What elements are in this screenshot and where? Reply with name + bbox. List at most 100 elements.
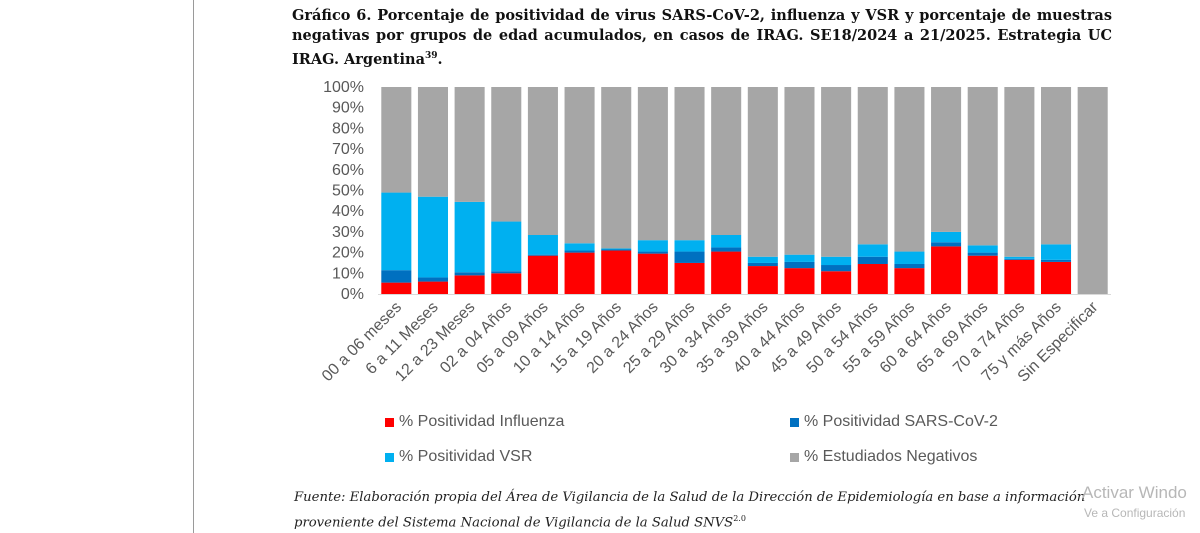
bar-segment-negativos [857, 87, 888, 245]
chart-title-text: Gráfico 6. Porcentaje de positividad de … [292, 7, 1112, 68]
legend-label-influenza: % Positividad Influenza [399, 413, 565, 430]
y-tick-label: 60% [332, 162, 364, 179]
bar-segment-negativos [674, 87, 705, 241]
bar-segment-sars [454, 272, 485, 276]
bar-segment-influenza [527, 255, 558, 294]
bar-segment-influenza [857, 263, 888, 294]
y-tick-label: 80% [332, 120, 364, 137]
bar-segment-vsr [1041, 244, 1072, 260]
bar-segment-vsr [417, 196, 448, 278]
bar-segment-influenza [417, 281, 448, 294]
bar-segment-influenza [784, 268, 815, 295]
legend-item-vsr: % Positividad VSR [385, 448, 532, 466]
bar-segment-vsr [711, 235, 742, 248]
bar-segment-sars [1004, 258, 1035, 260]
bar-segment-sars [417, 277, 448, 282]
bar-segment-negativos [527, 87, 558, 235]
bar-segment-vsr [1004, 256, 1035, 259]
bar-segment-vsr [527, 235, 558, 255]
bar-segment-vsr [967, 245, 998, 253]
bar-segment-vsr [491, 221, 522, 272]
bar-segment-negativos [1004, 87, 1035, 257]
bar-segment-negativos [601, 87, 632, 249]
bar-segment-sars [967, 252, 998, 256]
bar-segment-sars [931, 242, 962, 247]
y-tick-label: 0% [341, 286, 364, 303]
bar-segment-negativos [967, 87, 998, 246]
bar-segment-influenza [601, 250, 632, 294]
title-footnote-mark: 39 [425, 51, 438, 61]
bar-segment-negativos [417, 87, 448, 197]
bar-segment-negativos [711, 87, 742, 235]
source-line-2: proveniente del Sistema Nacional de Vigi… [294, 508, 1114, 533]
bar-segment-influenza [381, 282, 412, 294]
bar-segment-negativos [381, 87, 412, 193]
bar-segment-influenza [821, 271, 852, 294]
bar-segment-sars [894, 263, 925, 269]
bar-segment-vsr [894, 251, 925, 264]
bar-segment-influenza [637, 253, 668, 294]
bar-segment-influenza [931, 246, 962, 294]
bar-segment-negativos [821, 87, 852, 257]
bar-segment-vsr [454, 201, 485, 273]
bar-segment-influenza [564, 252, 595, 294]
legend-swatch-influenza [385, 417, 394, 427]
bar-segment-influenza [491, 273, 522, 294]
bar-segment-sars [491, 271, 522, 274]
y-tick-label: 10% [332, 265, 364, 282]
bar-segment-influenza [967, 255, 998, 294]
bar-segment-vsr [564, 243, 595, 251]
legend-item-sars: % Positividad SARS-CoV-2 [790, 413, 998, 431]
legend-swatch-vsr [385, 452, 394, 462]
bar-segment-sars [637, 251, 668, 254]
bar-segment-sars [674, 251, 705, 263]
y-tick-label: 40% [332, 203, 364, 220]
bar-segment-negativos [637, 87, 668, 241]
bar-segment-negativos [784, 87, 815, 255]
legend-swatch-sars [790, 417, 799, 427]
bar-segment-vsr [857, 244, 888, 257]
bar-segment-influenza [894, 268, 925, 295]
bar-segment-negativos [747, 87, 778, 257]
bar-segment-sars [1041, 259, 1072, 262]
bar-segment-influenza [454, 275, 485, 294]
bar-segment-sars [747, 262, 778, 267]
bar-segment-sars [564, 250, 595, 253]
y-tick-label: 30% [332, 224, 364, 241]
bar-segment-negativos [454, 87, 485, 202]
legend-label-sars: % Positividad SARS-CoV-2 [804, 413, 998, 430]
y-tick-label: 90% [332, 100, 364, 117]
legend-swatch-negativos [790, 452, 799, 462]
bar-segment-sars [527, 254, 558, 256]
page-margin-rule [193, 0, 194, 533]
bar-segment-vsr [601, 248, 632, 250]
source-superscript: 2.0 [733, 514, 746, 523]
bar-segment-influenza [747, 266, 778, 294]
legend-item-negativos: % Estudiados Negativos [790, 448, 977, 466]
chart-title: Gráfico 6. Porcentaje de positividad de … [292, 6, 1112, 70]
legend-label-negativos: % Estudiados Negativos [804, 448, 978, 465]
legend-item-influenza: % Positividad Influenza [385, 413, 564, 431]
source-note: Fuente: Elaboración propia del Área de V… [294, 487, 1114, 533]
bar-segment-vsr [381, 192, 412, 271]
bar-segment-vsr [674, 240, 705, 252]
y-tick-label: 70% [332, 141, 364, 158]
y-tick-label: 100% [323, 79, 364, 96]
legend-label-vsr: % Positividad VSR [399, 448, 533, 465]
bar-segment-negativos [491, 87, 522, 222]
bar-segment-negativos [931, 87, 962, 232]
bar-segment-negativos [1041, 87, 1072, 245]
bar-segment-sars [784, 261, 815, 269]
bar-segment-influenza [674, 262, 705, 294]
bar-segment-negativos [1077, 87, 1108, 294]
windows-activation-watermark: Activar Windo [1082, 483, 1187, 502]
chart-legend: % Positividad Influenza % Positividad SA… [385, 413, 1065, 473]
bar-segment-negativos [564, 87, 595, 244]
bar-segment-sars [601, 249, 632, 251]
bar-segment-sars [857, 256, 888, 264]
bar-segment-influenza [711, 251, 742, 294]
source-line-2-text: proveniente del Sistema Nacional de Vigi… [294, 515, 734, 531]
bar-segment-influenza [1004, 259, 1035, 294]
bar-segment-vsr [931, 231, 962, 243]
